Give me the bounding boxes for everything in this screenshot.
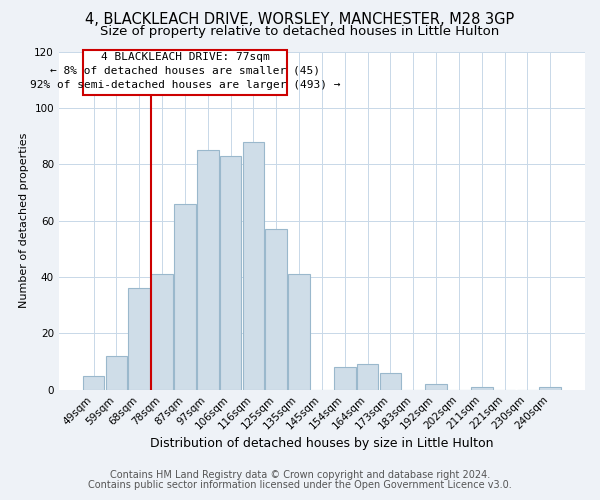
Bar [357, 364, 379, 390]
Bar [83, 376, 104, 390]
Bar [288, 274, 310, 390]
Text: 92% of semi-detached houses are larger (493) →: 92% of semi-detached houses are larger (… [29, 80, 340, 90]
Text: Size of property relative to detached houses in Little Hulton: Size of property relative to detached ho… [100, 25, 500, 38]
Bar [151, 274, 173, 390]
Bar [425, 384, 447, 390]
Bar [197, 150, 218, 390]
FancyBboxPatch shape [83, 50, 287, 95]
Bar [242, 142, 264, 390]
Bar [380, 373, 401, 390]
Bar [128, 288, 150, 390]
Bar [334, 367, 356, 390]
Text: 4 BLACKLEACH DRIVE: 77sqm: 4 BLACKLEACH DRIVE: 77sqm [101, 52, 269, 62]
Bar [220, 156, 241, 390]
Bar [471, 387, 493, 390]
Bar [106, 356, 127, 390]
Bar [174, 204, 196, 390]
X-axis label: Distribution of detached houses by size in Little Hulton: Distribution of detached houses by size … [150, 437, 494, 450]
Bar [539, 387, 561, 390]
Y-axis label: Number of detached properties: Number of detached properties [19, 133, 29, 308]
Text: ← 8% of detached houses are smaller (45): ← 8% of detached houses are smaller (45) [50, 66, 320, 76]
Text: 4, BLACKLEACH DRIVE, WORSLEY, MANCHESTER, M28 3GP: 4, BLACKLEACH DRIVE, WORSLEY, MANCHESTER… [85, 12, 515, 28]
Text: Contains HM Land Registry data © Crown copyright and database right 2024.: Contains HM Land Registry data © Crown c… [110, 470, 490, 480]
Text: Contains public sector information licensed under the Open Government Licence v3: Contains public sector information licen… [88, 480, 512, 490]
Bar [265, 229, 287, 390]
